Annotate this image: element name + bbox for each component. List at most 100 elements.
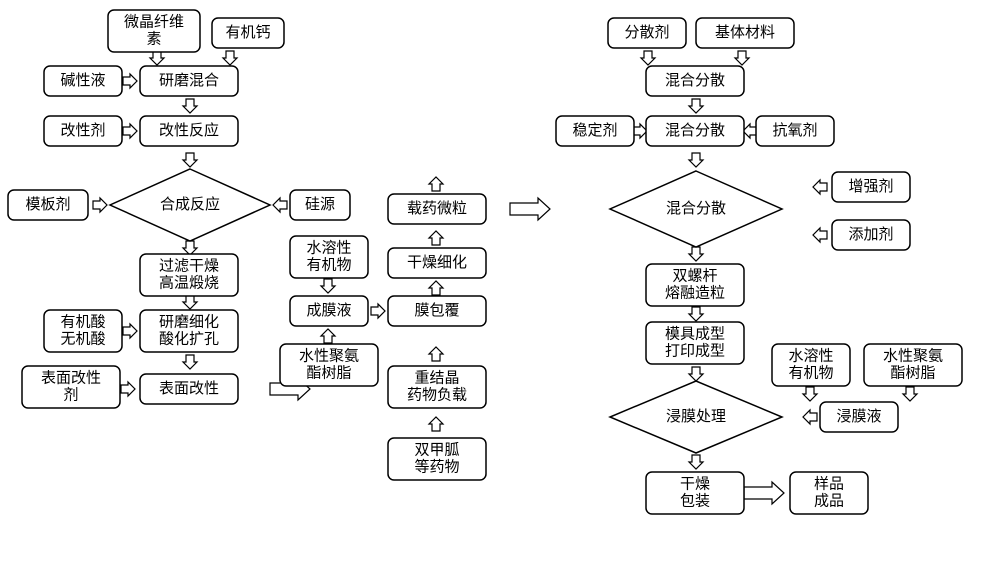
node-n22: 双甲胍等药物 xyxy=(388,438,486,480)
node-label: 熔融造粒 xyxy=(665,284,725,301)
node-label: 过滤干燥 xyxy=(159,257,219,274)
node-n32: 混合分散 xyxy=(646,66,744,96)
node-n43: 浸膜处理 xyxy=(610,381,782,453)
node-n42: 水性聚氨酯树脂 xyxy=(864,344,962,386)
arrow-down xyxy=(183,99,197,113)
node-label: 有机物 xyxy=(306,256,351,273)
node-n20: 膜包覆 xyxy=(388,296,486,326)
arrow-down xyxy=(183,153,197,167)
node-label: 有机物 xyxy=(788,364,833,381)
node-label: 研磨混合 xyxy=(159,72,219,89)
node-n45: 干燥包装 xyxy=(646,472,744,514)
node-n9: 硅源 xyxy=(290,190,350,220)
node-label: 微晶纤维 xyxy=(124,13,184,30)
node-label: 改性反应 xyxy=(159,121,219,139)
node-label: 水溶性 xyxy=(788,347,833,364)
node-label: 载药微粒 xyxy=(407,200,467,217)
node-n11: 有机酸无机酸 xyxy=(44,310,122,352)
node-label: 研磨细化 xyxy=(159,313,219,330)
node-label: 表面改性 xyxy=(41,369,101,386)
node-label: 双甲胍 xyxy=(414,441,459,458)
node-label: 有机钙 xyxy=(225,24,270,41)
node-n38: 混合分散 xyxy=(610,171,782,247)
node-label: 包装 xyxy=(680,492,710,509)
node-label: 水溶性 xyxy=(306,239,351,256)
node-n16: 成膜液 xyxy=(290,296,368,326)
node-label: 等药物 xyxy=(414,457,459,475)
node-n15: 水溶性有机物 xyxy=(290,236,368,278)
arrow-down xyxy=(223,51,237,65)
node-n10: 过滤干燥高温煅烧 xyxy=(140,254,238,296)
node-label: 水性聚氨 xyxy=(883,347,943,364)
node-label: 干燥细化 xyxy=(407,254,467,271)
arrow-down xyxy=(689,367,703,381)
node-label: 合成反应 xyxy=(160,195,220,213)
arrow-up xyxy=(429,347,443,361)
node-label: 模具成型 xyxy=(665,325,725,342)
arrow-right xyxy=(123,124,137,138)
arrow-down xyxy=(183,241,197,255)
arrow-up xyxy=(429,281,443,295)
node-label: 重结晶 xyxy=(414,369,459,386)
node-n1: 微晶纤维素 xyxy=(108,10,200,52)
node-n39: 双螺杆熔融造粒 xyxy=(646,264,744,306)
arrow-up xyxy=(321,329,335,343)
node-label: 混合分散 xyxy=(666,200,726,217)
node-n8: 合成反应 xyxy=(110,169,270,241)
node-label: 混合分散 xyxy=(665,72,725,89)
node-n36: 增强剂 xyxy=(832,172,910,202)
flowchart: 微晶纤维素有机钙碱性液研磨混合改性剂改性反应模板剂合成反应硅源过滤干燥高温煅烧有… xyxy=(0,0,1000,569)
arrow-down xyxy=(183,295,197,309)
node-label: 浸膜处理 xyxy=(666,408,726,425)
node-n41: 水溶性有机物 xyxy=(772,344,850,386)
arrow-up xyxy=(429,417,443,431)
node-label: 碱性液 xyxy=(60,72,105,89)
node-n31: 基体材料 xyxy=(696,18,794,48)
node-label: 表面改性 xyxy=(159,380,219,397)
node-label: 模板剂 xyxy=(25,195,70,213)
node-label: 打印成型 xyxy=(665,342,725,359)
arrow-right xyxy=(93,198,107,212)
node-label: 素 xyxy=(146,30,161,47)
node-n44: 浸膜液 xyxy=(820,402,898,432)
node-n33: 稳定剂 xyxy=(556,116,634,146)
node-label: 成膜液 xyxy=(306,302,351,319)
arrow-down xyxy=(903,387,917,401)
node-label: 酯树脂 xyxy=(890,364,935,381)
node-n7: 模板剂 xyxy=(8,190,88,220)
node-n19: 干燥细化 xyxy=(388,248,486,278)
node-n46: 样品成品 xyxy=(790,472,868,514)
arrow-down xyxy=(689,99,703,113)
node-label: 抗氧剂 xyxy=(772,122,817,139)
node-n13: 表面改性剂 xyxy=(22,366,120,408)
arrow-down xyxy=(689,455,703,469)
node-n37: 添加剂 xyxy=(832,220,910,250)
node-label: 水性聚氨 xyxy=(299,347,359,364)
node-n30: 分散剂 xyxy=(608,18,686,48)
node-label: 干燥 xyxy=(680,475,710,492)
node-n6: 改性反应 xyxy=(140,116,238,146)
node-label: 混合分散 xyxy=(665,122,725,139)
node-label: 成品 xyxy=(814,492,844,509)
node-label: 有机酸 xyxy=(60,313,105,330)
arrow-left xyxy=(743,124,757,138)
arrow-down xyxy=(641,51,655,65)
node-n21: 重结晶药物负载 xyxy=(388,366,486,408)
node-label: 双螺杆 xyxy=(672,267,717,284)
node-n18: 载药微粒 xyxy=(388,194,486,224)
arrow-right xyxy=(633,124,647,138)
node-label: 剂 xyxy=(63,386,78,403)
node-label: 硅源 xyxy=(305,196,335,213)
arrow-bigright xyxy=(510,198,550,220)
arrow-down xyxy=(150,51,164,65)
node-n12: 研磨细化酸化扩孔 xyxy=(140,310,238,352)
node-label: 无机酸 xyxy=(60,330,105,347)
node-n5: 改性剂 xyxy=(44,116,122,146)
node-label: 浸膜液 xyxy=(836,408,881,425)
node-n34: 混合分散 xyxy=(646,116,744,146)
arrow-left xyxy=(813,228,827,242)
arrow-left xyxy=(273,198,287,212)
arrow-up xyxy=(429,177,443,191)
node-label: 酸化扩孔 xyxy=(159,330,219,347)
node-label: 膜包覆 xyxy=(414,302,459,319)
